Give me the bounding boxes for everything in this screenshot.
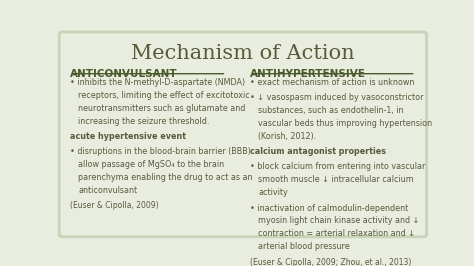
Text: smooth muscle ↓ intracellular calcium: smooth muscle ↓ intracellular calcium [258, 175, 414, 184]
Text: • inhibits the N-methyl-D-aspartate (NMDA): • inhibits the N-methyl-D-aspartate (NMD… [70, 78, 246, 87]
Text: activity: activity [258, 188, 288, 197]
Text: vascular beds thus improving hypertension: vascular beds thus improving hypertensio… [258, 119, 432, 128]
Text: • exact mechanism of action is unknown: • exact mechanism of action is unknown [250, 78, 415, 87]
Text: (Korish, 2012).: (Korish, 2012). [258, 132, 317, 141]
Text: increasing the seizure threshold.: increasing the seizure threshold. [78, 117, 210, 126]
Text: (Euser & Cipolla, 2009): (Euser & Cipolla, 2009) [70, 201, 159, 210]
Text: parenchyma enabling the drug to act as an: parenchyma enabling the drug to act as a… [78, 173, 253, 182]
Text: • inactivation of calmodulin-dependent: • inactivation of calmodulin-dependent [250, 203, 409, 213]
Text: arterial blood pressure: arterial blood pressure [258, 242, 350, 251]
Text: allow passage of MgSO₄ to the brain: allow passage of MgSO₄ to the brain [78, 160, 225, 169]
Text: contraction = arterial relaxation and ↓: contraction = arterial relaxation and ↓ [258, 229, 415, 238]
Text: myosin light chain kinase activity and ↓: myosin light chain kinase activity and ↓ [258, 217, 420, 226]
Text: receptors, limiting the effect of excitotoxic: receptors, limiting the effect of excito… [78, 91, 250, 100]
Text: acute hypertensive event: acute hypertensive event [70, 132, 186, 141]
Text: neurotransmitters such as glutamate and: neurotransmitters such as glutamate and [78, 104, 246, 113]
FancyBboxPatch shape [59, 32, 427, 237]
Text: ANTICONVULSANT: ANTICONVULSANT [70, 69, 178, 79]
Text: substances, such as endothelin-1, in: substances, such as endothelin-1, in [258, 106, 404, 115]
Text: anticonvulsant: anticonvulsant [78, 186, 137, 195]
Text: • disruptions in the blood-brain barrier (BBB): • disruptions in the blood-brain barrier… [70, 147, 251, 156]
Text: • ↓ vasospasm induced by vasoconstrictor: • ↓ vasospasm induced by vasoconstrictor [250, 93, 424, 102]
Text: calcium antagonist properties: calcium antagonist properties [250, 147, 386, 156]
Text: Mechanism of Action: Mechanism of Action [131, 44, 355, 63]
Text: ANTIHYPERTENSIVE: ANTIHYPERTENSIVE [250, 69, 366, 79]
Text: (Euser & Cipolla, 2009; Zhou, et al., 2013): (Euser & Cipolla, 2009; Zhou, et al., 20… [250, 258, 411, 266]
Text: • block calcium from entering into vascular: • block calcium from entering into vascu… [250, 162, 426, 171]
